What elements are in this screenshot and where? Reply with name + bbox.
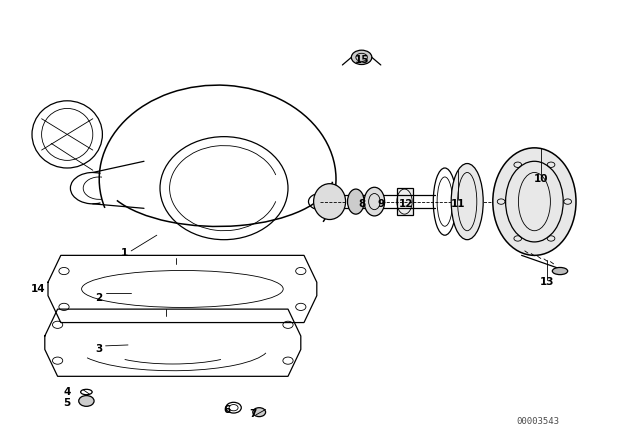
- Ellipse shape: [364, 187, 385, 216]
- Text: 12: 12: [399, 199, 413, 209]
- Text: 2: 2: [95, 293, 103, 303]
- Ellipse shape: [552, 267, 568, 275]
- Text: 15: 15: [355, 56, 369, 65]
- Ellipse shape: [451, 164, 483, 240]
- FancyBboxPatch shape: [397, 188, 413, 215]
- Text: 10: 10: [534, 174, 548, 184]
- Text: 5: 5: [63, 398, 71, 408]
- Text: 6: 6: [223, 405, 231, 415]
- Text: 4: 4: [63, 387, 71, 397]
- Ellipse shape: [253, 408, 266, 417]
- Ellipse shape: [348, 189, 364, 214]
- Text: 1: 1: [121, 248, 129, 258]
- Text: 9: 9: [377, 199, 385, 209]
- Text: 00003543: 00003543: [516, 417, 559, 426]
- Text: 13: 13: [540, 277, 554, 287]
- Text: 8: 8: [358, 199, 365, 209]
- Text: 14: 14: [31, 284, 45, 294]
- Ellipse shape: [493, 148, 576, 255]
- Text: 11: 11: [451, 199, 465, 209]
- Text: 7: 7: [249, 409, 257, 419]
- Ellipse shape: [351, 50, 372, 65]
- Ellipse shape: [314, 184, 346, 220]
- Ellipse shape: [79, 396, 94, 406]
- Text: 3: 3: [95, 345, 103, 354]
